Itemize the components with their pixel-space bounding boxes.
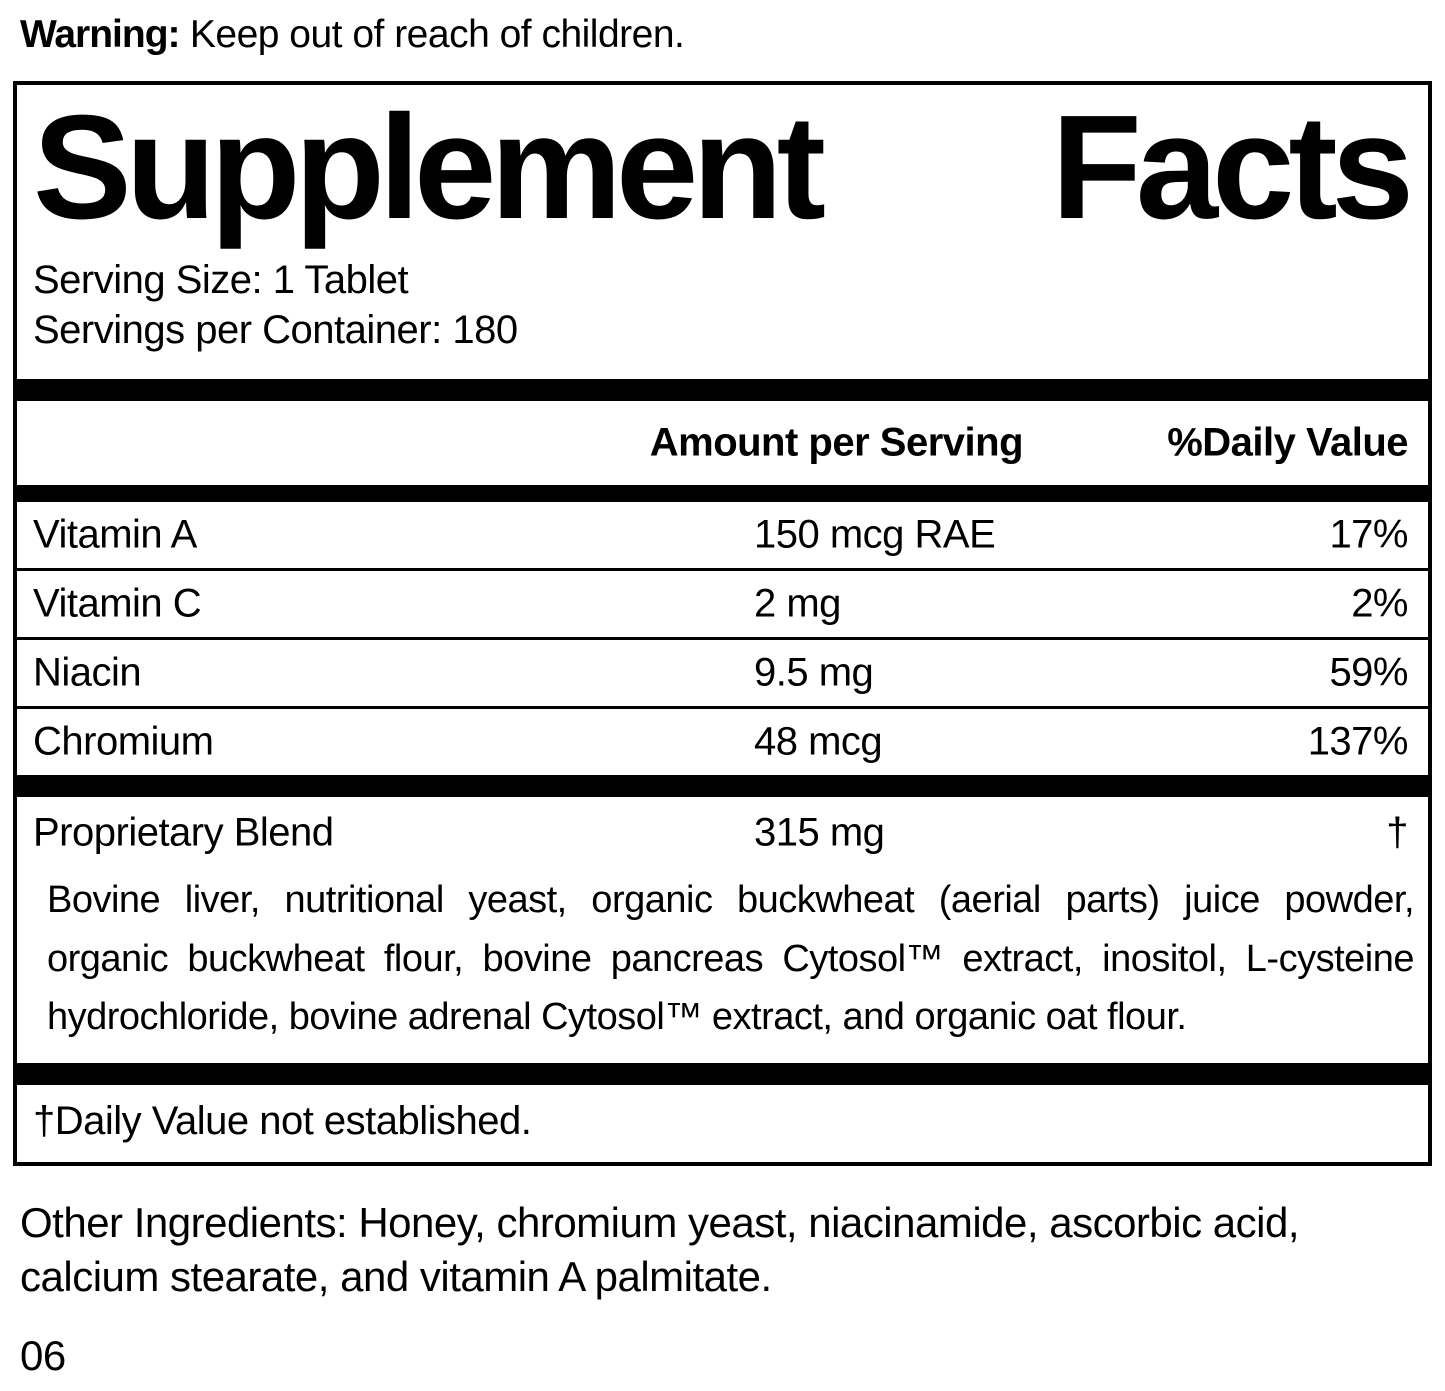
- warning-text: Warning: Keep out of reach of children.: [20, 12, 1445, 59]
- warning-body: Keep out of reach of children.: [179, 13, 685, 56]
- table-row: Vitamin A 150 mcg RAE 17%: [17, 502, 1428, 568]
- nutrient-amount: 9.5 mg: [754, 650, 874, 695]
- serving-info: Serving Size: 1 Tablet Servings per Cont…: [17, 245, 1428, 355]
- divider-bar: [17, 1063, 1428, 1086]
- blend-amount: 315 mg: [754, 810, 885, 855]
- supplement-facts-panel: Supplement Facts Serving Size: 1 Tablet …: [13, 80, 1432, 1167]
- proprietary-blend-row: Proprietary Blend 315 mg †: [17, 797, 1428, 869]
- daily-value-footnote: †Daily Value not established.: [33, 1099, 532, 1144]
- table-row: Vitamin C 2 mg 2%: [17, 567, 1428, 637]
- nutrient-daily-value: 17%: [1329, 512, 1408, 557]
- divider-bar: [17, 378, 1428, 401]
- blend-ingredients: Bovine liver, nutritional yeast, organic…: [47, 878, 1415, 1039]
- nutrient-name: Chromium: [33, 719, 214, 764]
- nutrient-amount: 48 mcg: [754, 719, 883, 764]
- warning-label: Warning:: [20, 13, 181, 56]
- table-row: Niacin 9.5 mg 59%: [17, 636, 1428, 706]
- blend-daily-value: †: [1386, 810, 1408, 855]
- column-header-daily-value: %Daily Value: [1167, 420, 1408, 465]
- nutrient-daily-value: 137%: [1307, 719, 1409, 764]
- other-ingredients: Other Ingredients: Honey, chromium yeast…: [20, 1199, 1299, 1301]
- nutrient-daily-value: 59%: [1329, 650, 1408, 695]
- nutrient-daily-value: 2%: [1351, 581, 1408, 626]
- servings-per-container: Servings per Container: 180: [33, 307, 518, 352]
- nutrient-amount: 150 mcg RAE: [754, 512, 996, 557]
- nutrient-amount: 2 mg: [754, 581, 841, 626]
- nutrient-name: Niacin: [33, 650, 142, 695]
- page-code: 06: [20, 1331, 66, 1379]
- table-header-row: Amount per Serving %Daily Value: [17, 401, 1428, 485]
- blend-name: Proprietary Blend: [33, 810, 334, 855]
- panel-title-word-1: Supplement: [33, 84, 826, 250]
- divider-bar: [17, 774, 1428, 797]
- nutrient-name: Vitamin A: [33, 512, 197, 557]
- column-header-amount: Amount per Serving: [649, 420, 1024, 465]
- table-row: Chromium 48 mcg 137%: [17, 705, 1428, 775]
- panel-title-word-2: Facts: [1051, 84, 1414, 250]
- panel-title: Supplement Facts: [17, 85, 1428, 245]
- serving-size: Serving Size: 1 Tablet: [33, 257, 409, 302]
- divider-bar: [17, 484, 1428, 502]
- nutrient-name: Vitamin C: [33, 581, 202, 626]
